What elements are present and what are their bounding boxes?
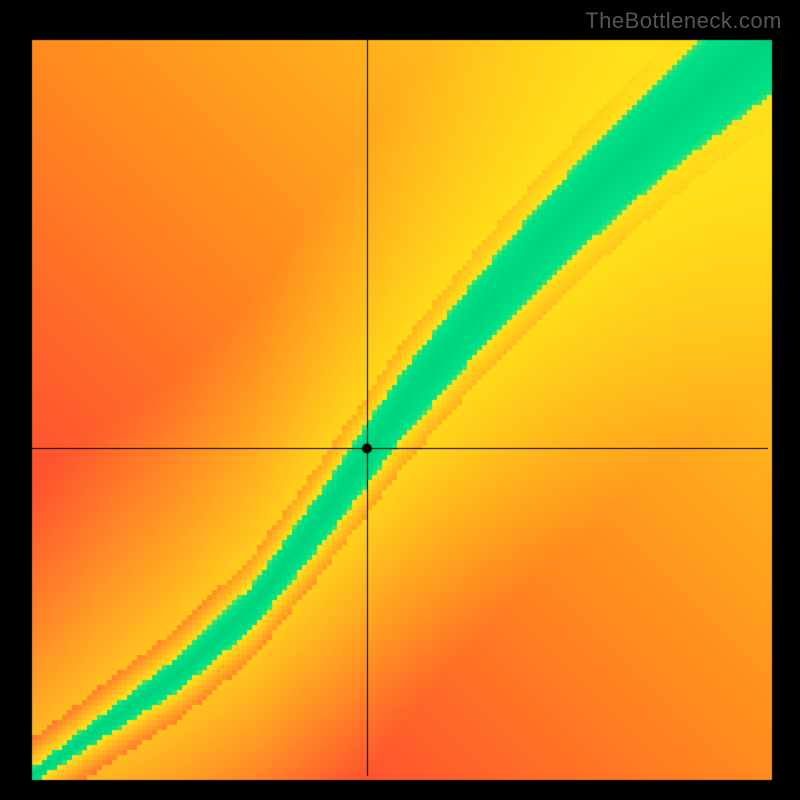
chart-container: { "watermark": { "text": "TheBottleneck.… <box>0 0 800 800</box>
bottleneck-heatmap <box>0 0 800 800</box>
watermark-text: TheBottleneck.com <box>585 8 782 34</box>
